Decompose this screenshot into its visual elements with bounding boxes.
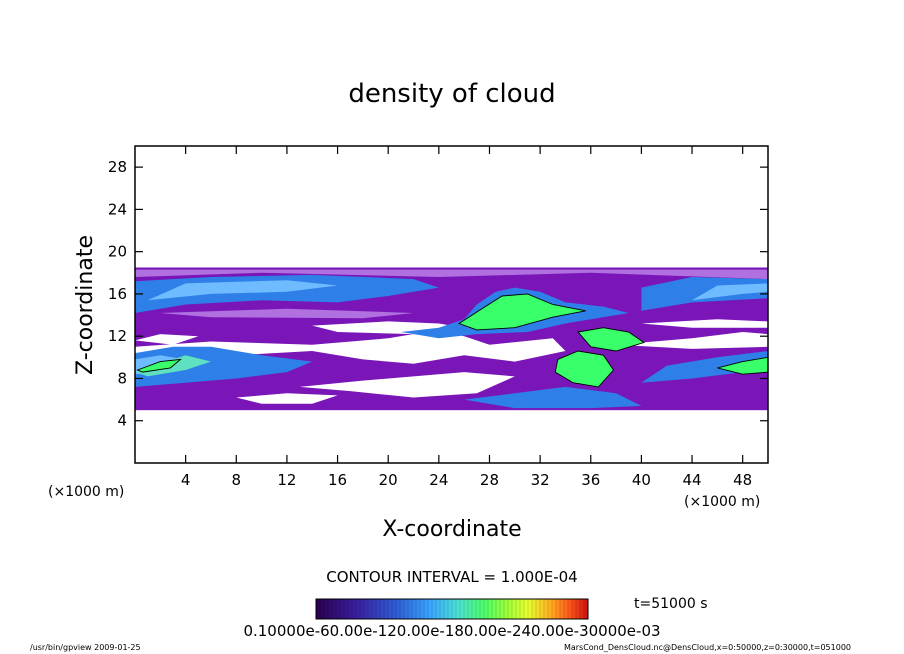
y-tick-label: 4 bbox=[117, 412, 127, 430]
y-axis: 4 8 12 16 20 24 28 bbox=[108, 158, 768, 430]
y-tick-label: 24 bbox=[108, 200, 127, 218]
cloud-core bbox=[554, 350, 615, 388]
cloud-field bbox=[135, 267, 768, 411]
x-tick-label: 32 bbox=[531, 471, 550, 489]
colorbar-labels: 0.10000e-60.00e-120.00e-180.00e-240.00e-… bbox=[243, 622, 660, 640]
time-label: t=51000 s bbox=[634, 596, 708, 612]
cloud-core bbox=[458, 293, 586, 331]
clear-gap bbox=[641, 319, 768, 328]
x-tick-label: 48 bbox=[733, 471, 752, 489]
x-unit-right: (×1000 m) bbox=[684, 494, 760, 510]
cloud-layer-mid bbox=[641, 351, 768, 383]
clear-gap bbox=[135, 334, 199, 345]
y-tick-label: 16 bbox=[108, 285, 127, 303]
clear-gap bbox=[236, 393, 338, 404]
x-unit-left: (×1000 m) bbox=[48, 484, 124, 500]
x-tick-label: 44 bbox=[682, 471, 701, 489]
clear-gap bbox=[135, 329, 566, 364]
y-tick-label: 8 bbox=[117, 369, 127, 387]
cloud-streak bbox=[160, 308, 414, 319]
x-tick-label: 8 bbox=[232, 471, 242, 489]
x-tick-label: 28 bbox=[480, 471, 499, 489]
x-tick-label: 4 bbox=[181, 471, 191, 489]
contour-interval: CONTOUR INTERVAL = 1.000E-04 bbox=[326, 568, 577, 586]
cloud-core bbox=[136, 358, 183, 373]
y-tick-label: 20 bbox=[108, 243, 127, 261]
cloud-layer-mid-light bbox=[692, 283, 768, 301]
colorbar-ticks bbox=[315, 599, 589, 619]
x-tick-label: 24 bbox=[429, 471, 448, 489]
x-tick-label: 20 bbox=[379, 471, 398, 489]
x-tick-label: 36 bbox=[581, 471, 600, 489]
x-tick-label: 12 bbox=[277, 471, 296, 489]
cloud-core bbox=[717, 356, 768, 375]
footer-right: MarsCond_DensCloud.nc@DensCloud,x=0:5000… bbox=[564, 643, 851, 652]
cloud-layer-mid bbox=[464, 386, 642, 409]
cloud-streak bbox=[135, 269, 768, 280]
x-tick-label: 40 bbox=[632, 471, 651, 489]
chart-title: density of cloud bbox=[348, 79, 555, 109]
cloud-layer-mid bbox=[135, 346, 313, 387]
x-axis-label: X-coordinate bbox=[382, 517, 521, 542]
clear-gap bbox=[299, 372, 515, 398]
x-tick-label: 16 bbox=[328, 471, 347, 489]
clear-gap bbox=[616, 332, 768, 349]
x-axis: 4 8 12 16 20 24 28 32 36 40 44 48 bbox=[181, 146, 752, 489]
y-tick-label: 12 bbox=[108, 327, 127, 345]
colorbar bbox=[315, 598, 589, 620]
y-tick-label: 28 bbox=[108, 158, 127, 176]
footer-left: /usr/bin/gpview 2009-01-25 bbox=[30, 643, 141, 652]
cloud-core bbox=[577, 327, 645, 352]
plot-frame bbox=[134, 145, 769, 464]
y-axis-label: Z-coordinate bbox=[73, 235, 98, 375]
cloud-layer-mid-light bbox=[147, 280, 338, 301]
